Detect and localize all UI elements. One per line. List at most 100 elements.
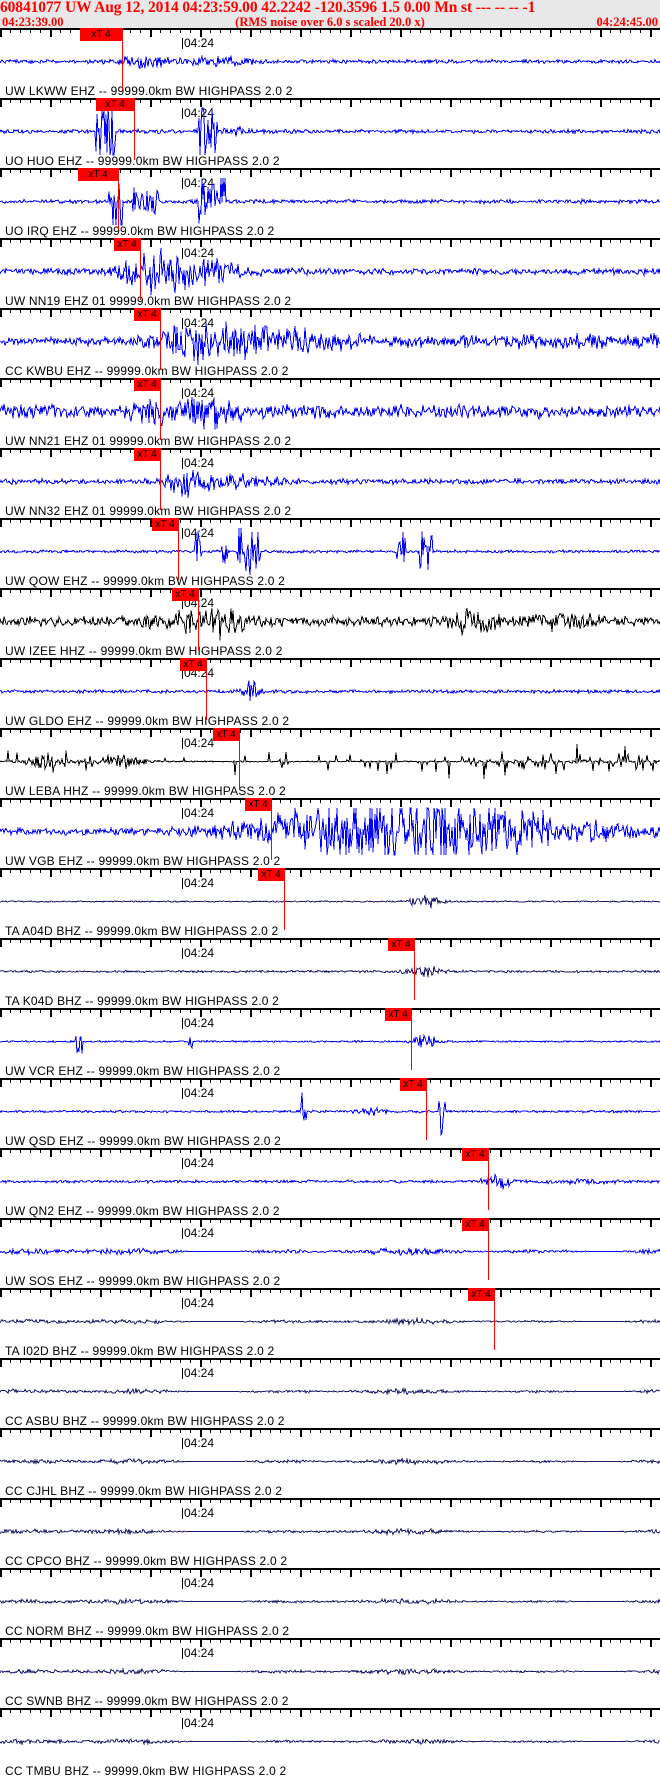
trace-row[interactable]: 04:24 xT 4 UO IRQ EHZ -- 99999.0km BW HIGH… <box>0 168 660 238</box>
axis-tick-minor <box>280 98 281 103</box>
pick-marker-label[interactable]: xT 4 <box>172 588 198 601</box>
axis-tick-major <box>100 1078 102 1087</box>
axis-tick-minor <box>110 308 111 313</box>
pick-marker-label[interactable]: xT 4 <box>134 378 160 391</box>
axis-tick-minor <box>390 378 391 383</box>
pick-marker-label[interactable]: xT 4 <box>385 1008 411 1021</box>
trace-row[interactable]: 04:24 xT 4 UW NN19 EHZ 01 99999.0km BW HIG… <box>0 238 660 308</box>
axis-tick-minor <box>380 168 381 173</box>
axis-tick-minor <box>540 1708 541 1713</box>
axis-tick-major <box>350 798 352 807</box>
trace-row[interactable]: 04:24 xT 4 UW GLDO EHZ -- 99999.0km BW HIG… <box>0 658 660 728</box>
pick-marker-line <box>160 378 161 440</box>
trace-row[interactable]: 04:24 xT 4 UW VGB EHZ -- 99999.0km BW HIGH… <box>0 798 660 868</box>
trace-row[interactable]: 04:24 xT 4 UW IZEE HHZ -- 99999.0km BW HIG… <box>0 588 660 658</box>
trace-row[interactable]: 04:24 xT 4 UW QN2 EHZ -- 99999.0km BW HIGH… <box>0 1148 660 1218</box>
axis-tick-major <box>550 658 552 667</box>
axis-tick-minor <box>430 588 431 593</box>
axis-tick-minor <box>590 1148 591 1153</box>
axis-tick-major <box>450 518 452 527</box>
axis-tick-minor <box>170 1148 171 1153</box>
axis-tick-major <box>100 448 102 457</box>
trace-row[interactable]: 04:24 xT 4 UW QSD EHZ -- 99999.0km BW HIGH… <box>0 1078 660 1148</box>
trace-row[interactable]: 04:24 xT 4 TA I02D BHZ -- 99999.0km BW HIG… <box>0 1288 660 1358</box>
axis-tick-minor <box>530 98 531 103</box>
axis-tick-major <box>0 798 2 807</box>
axis-tick-minor <box>580 1218 581 1223</box>
axis-tick-major <box>0 1638 2 1647</box>
trace-row[interactable]: 04:24 xT 4 UW VCR EHZ -- 99999.0km BW HIGH… <box>0 1008 660 1078</box>
pick-marker-label[interactable]: xT 4 <box>96 98 134 111</box>
time-axis <box>0 518 660 527</box>
pick-marker-label[interactable]: xT 4 <box>400 1078 426 1091</box>
axis-tick-minor <box>440 1288 441 1293</box>
axis-tick-minor <box>510 1078 511 1083</box>
time-label-text: 04:24 <box>184 946 215 960</box>
trace-row[interactable]: 04:24 CC ASBU BHZ -- 99999.0km BW HIGHPAS… <box>0 1358 660 1428</box>
axis-tick-minor <box>90 98 91 103</box>
axis-tick-minor <box>470 448 471 453</box>
axis-tick-minor <box>560 658 561 663</box>
axis-time-label: 04:24 <box>182 36 214 50</box>
time-axis <box>0 798 660 807</box>
axis-tick-minor <box>70 658 71 663</box>
pick-marker-label[interactable]: xT 4 <box>388 938 414 951</box>
pick-marker-label[interactable]: xT 4 <box>245 798 271 811</box>
trace-row[interactable]: 04:24 xT 4 UW SOS EHZ -- 99999.0km BW HIGH… <box>0 1218 660 1288</box>
time-label-tick <box>182 178 183 189</box>
trace-row[interactable]: 04:24 xT 4 UO HUO EHZ -- 99999.0km BW HIGH… <box>0 98 660 168</box>
trace-row[interactable]: 04:24 xT 4 TA K04D BHZ -- 99999.0km BW HIG… <box>0 938 660 1008</box>
axis-tick-major <box>550 98 552 107</box>
axis-tick-minor <box>320 868 321 873</box>
trace-row[interactable]: 04:24 CC SWNB BHZ -- 99999.0km BW HIGHPAS… <box>0 1638 660 1708</box>
axis-tick-major <box>600 308 602 317</box>
axis-tick-major <box>150 1708 152 1717</box>
pick-marker-label[interactable]: xT 4 <box>180 658 206 671</box>
pick-marker-label[interactable]: xT 4 <box>134 308 160 321</box>
axis-tick-minor <box>30 1638 31 1643</box>
pick-marker-label[interactable]: xT 4 <box>78 168 118 181</box>
trace-row[interactable]: 04:24 CC CPCO BHZ -- 99999.0km BW HIGHPAS… <box>0 1498 660 1568</box>
axis-tick-minor <box>580 28 581 33</box>
trace-row[interactable]: 04:24 xT 4 TA A04D BHZ -- 99999.0km BW HIG… <box>0 868 660 938</box>
axis-tick-minor <box>440 798 441 803</box>
pick-marker-label[interactable]: xT 4 <box>152 518 178 531</box>
axis-tick-minor <box>160 1008 161 1013</box>
pick-marker-label[interactable]: xT 4 <box>462 1148 488 1161</box>
axis-tick-minor <box>70 1568 71 1573</box>
axis-tick-minor <box>280 168 281 173</box>
axis-tick-minor <box>190 1428 191 1433</box>
pick-marker-label[interactable]: xT 4 <box>258 868 284 881</box>
trace-row[interactable]: 04:24 xT 4 CC KWBU EHZ -- 99999.0km BW HIG… <box>0 308 660 378</box>
axis-tick-minor <box>230 378 231 383</box>
trace-row[interactable]: 04:24 CC CJHL BHZ -- 99999.0km BW HIGHPAS… <box>0 1428 660 1498</box>
axis-tick-minor <box>80 938 81 943</box>
axis-tick-minor <box>590 238 591 243</box>
trace-row[interactable]: 04:24 xT 4 UW NN21 EHZ 01 99999.0km BW HIG… <box>0 378 660 448</box>
pick-marker-label[interactable]: xT 4 <box>468 1288 494 1301</box>
axis-tick-minor <box>270 1568 271 1573</box>
trace-row[interactable]: 04:24 CC TMBU BHZ -- 99999.0km BW HIGHPAS… <box>0 1708 660 1778</box>
trace-row[interactable]: 04:24 xT 4 UW NN32 EHZ 01 99999.0km BW HIG… <box>0 448 660 518</box>
pick-marker-label[interactable]: xT 4 <box>462 1218 488 1231</box>
axis-tick-minor <box>140 1428 141 1433</box>
axis-tick-minor <box>540 28 541 33</box>
axis-tick-minor <box>530 1358 531 1363</box>
axis-tick-minor <box>160 1148 161 1153</box>
axis-tick-minor <box>530 728 531 733</box>
axis-tick-minor <box>230 168 231 173</box>
time-axis <box>0 1708 660 1717</box>
pick-marker-label[interactable]: xT 4 <box>80 28 122 41</box>
axis-tick-minor <box>340 1218 341 1223</box>
pick-marker-label[interactable]: xT 4 <box>213 728 239 741</box>
trace-row[interactable]: 04:24 CC NORM BHZ -- 99999.0km BW HIGHPAS… <box>0 1568 660 1638</box>
axis-tick-minor <box>430 168 431 173</box>
trace-row[interactable]: 04:24 xT 4 UW LKWW EHZ -- 99999.0km BW HIG… <box>0 28 660 98</box>
axis-tick-minor <box>310 238 311 243</box>
axis-tick-minor <box>590 868 591 873</box>
pick-marker-label[interactable]: xT 4 <box>114 238 140 251</box>
channel-label: CC KWBU EHZ -- 99999.0km BW HIGHPASS 2.0… <box>5 364 289 378</box>
trace-row[interactable]: 04:24 xT 4 UW QOW EHZ -- 99999.0km BW HIGH… <box>0 518 660 588</box>
pick-marker-label[interactable]: xT 4 <box>134 448 160 461</box>
trace-row[interactable]: 04:24 xT 4 UW LEBA HHZ -- 99999.0km BW HIG… <box>0 728 660 798</box>
